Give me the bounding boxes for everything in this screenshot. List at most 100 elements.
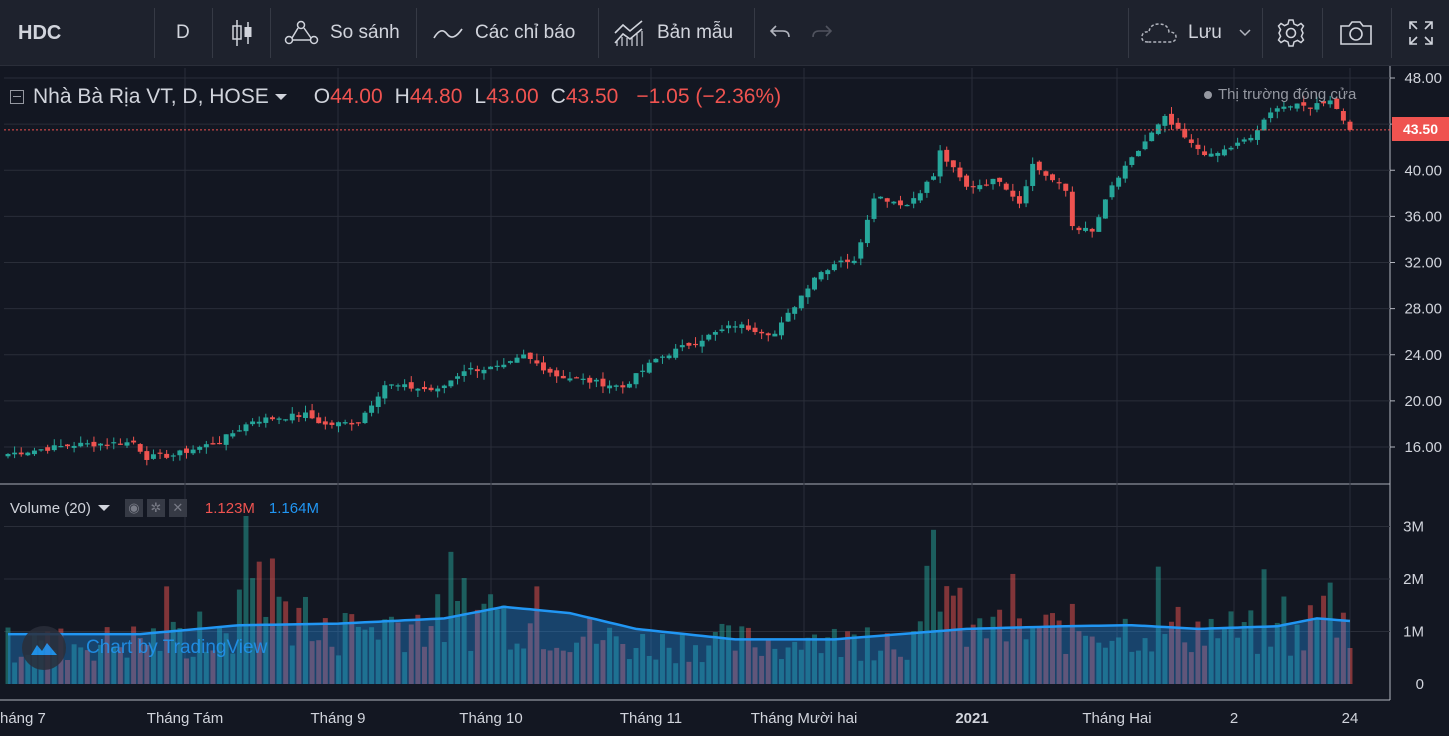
candle-body: [785, 312, 791, 322]
volume-bar: [1208, 618, 1214, 684]
candle-body: [375, 396, 381, 407]
open-label: O: [313, 85, 331, 108]
volume-bar: [706, 645, 712, 684]
candle-body: [904, 204, 910, 207]
indicators-button[interactable]: Các chỉ báo: [432, 0, 575, 66]
last-price-tag: 43.50: [1392, 117, 1449, 141]
candle-body: [851, 260, 857, 264]
volume-bar: [5, 627, 11, 684]
settings-icon[interactable]: ✲: [146, 499, 165, 517]
close-icon[interactable]: ✕: [168, 499, 187, 517]
candle-body: [1221, 149, 1227, 156]
candle-body: [197, 446, 203, 450]
price-tick-label: 40.00: [1404, 162, 1442, 179]
candle-body: [600, 378, 606, 387]
close-label: C: [550, 85, 566, 108]
volume-ma-area: [8, 606, 1350, 684]
volume-bar: [210, 650, 216, 684]
volume-bar: [1235, 637, 1241, 684]
candle-body: [309, 410, 315, 419]
volume-bar: [1102, 647, 1108, 684]
chart-type-button[interactable]: [230, 0, 254, 66]
candle-body: [871, 198, 877, 219]
candle-body: [739, 324, 745, 329]
volume-bar: [1162, 634, 1168, 684]
candle-body: [1321, 101, 1327, 104]
interval-button[interactable]: D: [176, 22, 190, 43]
volume-bar: [144, 644, 150, 684]
volume-bar: [362, 629, 368, 684]
candle-body: [276, 418, 282, 420]
save-button[interactable]: Lưu: [1140, 0, 1252, 66]
candle-body: [1182, 128, 1188, 138]
candle-body: [534, 360, 540, 364]
candle-body: [1010, 190, 1016, 197]
symbol-search-button[interactable]: HDC: [18, 21, 62, 44]
volume-bar: [78, 647, 84, 684]
volume-bar: [607, 627, 613, 684]
toolbar-divider: [154, 8, 155, 58]
toolbar-divider: [1322, 8, 1323, 58]
volume-bar: [1089, 636, 1095, 684]
volume-bar: [1340, 612, 1346, 684]
screenshot-button[interactable]: [1339, 0, 1373, 66]
volume-bar: [937, 611, 943, 684]
volume-bar: [190, 656, 196, 684]
volume-bar: [243, 516, 249, 684]
volume-bar: [65, 660, 70, 684]
camera-icon: [1340, 21, 1372, 45]
collapse-icon[interactable]: [10, 90, 24, 104]
visibility-icon[interactable]: ◉: [124, 499, 143, 517]
candle-body: [296, 415, 302, 417]
undo-icon: [769, 25, 790, 38]
candle-body: [990, 178, 996, 185]
candle-body: [831, 264, 837, 271]
candle-body: [527, 352, 533, 360]
candle-body: [38, 449, 44, 451]
price-tick-label: 24.00: [1404, 347, 1442, 364]
undo-button[interactable]: [768, 0, 792, 66]
time-tick-label: 2: [1230, 710, 1238, 727]
time-tick-label: Tháng 9: [310, 710, 365, 727]
volume-bar: [296, 607, 302, 684]
volume-bar: [633, 648, 639, 684]
candle-body: [45, 447, 51, 451]
candle-body: [117, 443, 123, 445]
candle-body: [494, 365, 500, 367]
candle-body: [950, 160, 956, 168]
caret-down-icon[interactable]: [274, 92, 288, 102]
symbol-title[interactable]: Nhà Bà Rịa VT, D, HOSE: [33, 85, 269, 108]
volume-bar: [309, 641, 315, 684]
candle-body: [1241, 139, 1247, 142]
volume-bar: [157, 650, 163, 684]
market-status-label: Thị trường đóng cửa: [1218, 86, 1357, 103]
compare-button[interactable]: So sánh: [284, 0, 400, 66]
price-tick-label: 20.00: [1404, 393, 1442, 410]
candle-body: [336, 422, 342, 427]
candle-body: [937, 150, 943, 177]
volume-bar: [527, 623, 533, 684]
volume-bar: [250, 578, 256, 684]
volume-title[interactable]: Volume (20): [10, 499, 91, 517]
volume-bar: [1228, 611, 1234, 684]
fullscreen-button[interactable]: [1408, 0, 1434, 66]
volume-bar: [1122, 618, 1128, 684]
volume-bar: [124, 657, 130, 684]
volume-bar: [137, 638, 143, 684]
volume-bar: [1069, 603, 1075, 684]
tradingview-watermark[interactable]: Chart by TradingView: [22, 626, 267, 670]
volume-bar: [230, 653, 236, 684]
volume-bar: [732, 650, 738, 684]
high-label: H: [394, 85, 410, 108]
caret-down-icon[interactable]: [97, 503, 111, 513]
volume-bar: [336, 655, 342, 684]
time-tick-label: Tháng Mười hai: [751, 710, 858, 727]
redo-button[interactable]: [810, 0, 834, 66]
volume-bar: [1003, 641, 1009, 684]
settings-button[interactable]: [1276, 0, 1306, 66]
templates-button[interactable]: Bản mẫu: [613, 0, 733, 66]
candle-body: [316, 417, 322, 424]
candle-body: [1261, 119, 1267, 131]
volume-bar: [263, 616, 269, 684]
